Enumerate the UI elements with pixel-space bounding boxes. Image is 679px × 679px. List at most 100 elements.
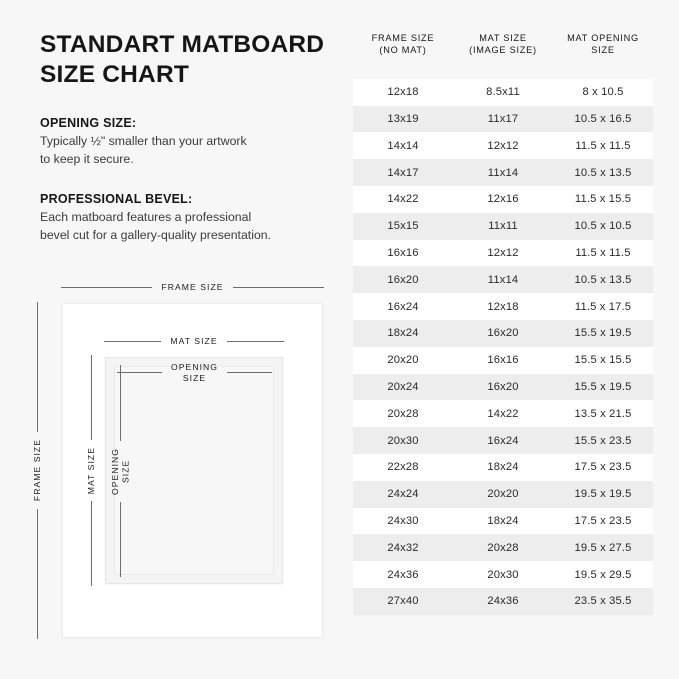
cell-mat-size: 14x22 bbox=[487, 407, 519, 420]
cell-frame-size: 16x24 bbox=[387, 300, 419, 313]
table-row: 15x15 11x11 10.5 x 10.5 bbox=[353, 212, 653, 240]
matboard-diagram: FRAME SIZE MAT SIZE OPENING SIZE FRAME S… bbox=[22, 282, 340, 650]
page-title: STANDART MATBOARD SIZE CHART bbox=[40, 31, 325, 88]
cell-mat-size: 16x16 bbox=[487, 354, 519, 367]
measure-rule-left bbox=[61, 286, 153, 288]
cell-mat-opening-size: 10.5 x 16.5 bbox=[574, 113, 632, 126]
cell-mat-size: 16x20 bbox=[487, 327, 519, 340]
cell-frame-size: 27x40 bbox=[387, 595, 419, 608]
cell-frame-size: 16x20 bbox=[387, 273, 419, 286]
cell-mat-opening-size: 15.5 x 15.5 bbox=[574, 354, 632, 367]
cell-frame-size: 18x24 bbox=[387, 327, 419, 340]
cell-mat-size: 11x14 bbox=[487, 273, 519, 286]
cell-mat-size: 11x17 bbox=[487, 113, 519, 126]
table-row: 20x24 16x20 15.5 x 19.5 bbox=[353, 373, 653, 401]
cell-frame-size: 20x20 bbox=[387, 354, 419, 367]
cell-mat-opening-size: 11.5 x 17.5 bbox=[574, 300, 632, 313]
cell-mat-opening-size: 10.5 x 13.5 bbox=[574, 166, 632, 179]
cell-mat-opening-size: 15.5 x 19.5 bbox=[574, 381, 632, 393]
table-row: 24x24 20x20 19.5 x 19.5 bbox=[353, 480, 653, 508]
frame-size-label: FRAME SIZE bbox=[161, 282, 224, 292]
cell-mat-opening-size: 8 x 10.5 bbox=[582, 86, 624, 99]
opening-size-horizontal-measure: OPENING SIZE bbox=[117, 362, 273, 383]
cell-mat-opening-size: 15.5 x 23.5 bbox=[574, 434, 632, 447]
measure-rule-bottom bbox=[120, 501, 122, 578]
cell-mat-opening-size: 17.5 x 23.5 bbox=[574, 514, 632, 527]
cell-frame-size: 20x24 bbox=[387, 381, 419, 393]
mat-size-horizontal-measure: MAT SIZE bbox=[104, 336, 284, 347]
table-row: 13x19 11x17 10.5 x 16.5 bbox=[353, 105, 653, 133]
cell-mat-size: 11x14 bbox=[487, 166, 519, 179]
measure-rule-left bbox=[104, 340, 162, 342]
table-row: 27x40 24x36 23.5 x 35.5 bbox=[353, 587, 653, 615]
opening-size-label: OPENING SIZE bbox=[171, 362, 218, 383]
frame-size-horizontal-measure: FRAME SIZE bbox=[61, 282, 325, 293]
opening-size-vertical-measure: OPENING SIZE bbox=[110, 365, 131, 578]
table-row: 16x16 12x12 11.5 x 11.5 bbox=[353, 239, 653, 267]
cell-mat-size: 12x16 bbox=[487, 193, 519, 206]
cell-mat-size: 12x12 bbox=[487, 139, 519, 152]
table-row: 20x30 16x24 15.5 x 23.5 bbox=[353, 427, 653, 454]
cell-mat-opening-size: 23.5 x 35.5 bbox=[574, 595, 632, 608]
cell-mat-size: 8.5x11 bbox=[486, 86, 520, 99]
cell-mat-size: 20x20 bbox=[487, 488, 519, 501]
info-block-opening-size: OPENING SIZE: Typically ½" smaller than … bbox=[40, 116, 340, 169]
cell-mat-size: 18x24 bbox=[487, 461, 519, 474]
measure-rule-top bbox=[36, 302, 38, 433]
cell-frame-size: 24x32 bbox=[387, 541, 419, 554]
cell-mat-opening-size: 19.5 x 19.5 bbox=[574, 488, 632, 501]
column-header-frame-size: FRAME SIZE (NO MAT) bbox=[371, 33, 435, 56]
size-table: FRAME SIZE (NO MAT) MAT SIZE (IMAGE SIZE… bbox=[353, 32, 653, 615]
cell-mat-opening-size: 15.5 x 19.5 bbox=[574, 327, 632, 340]
info-heading-professional-bevel: PROFESSIONAL BEVEL: bbox=[40, 192, 193, 207]
table-row: 14x14 12x12 11.5 x 11.5 bbox=[353, 132, 653, 160]
cell-mat-size: 16x24 bbox=[487, 434, 519, 447]
cell-frame-size: 24x24 bbox=[387, 488, 419, 501]
info-body-opening-size: Typically ½" smaller than your artwork t… bbox=[40, 133, 247, 166]
measure-rule-right bbox=[232, 286, 325, 288]
table-row: 14x17 11x14 10.5 x 13.5 bbox=[353, 159, 653, 187]
measure-rule-bottom bbox=[90, 501, 92, 586]
measure-rule-top bbox=[120, 365, 122, 441]
frame-size-vertical-label: FRAME SIZE bbox=[32, 439, 42, 502]
table-header-row: FRAME SIZE (NO MAT) MAT SIZE (IMAGE SIZE… bbox=[353, 32, 653, 79]
cell-mat-opening-size: 19.5 x 29.5 bbox=[574, 568, 632, 581]
column-header-mat-size: MAT SIZE (IMAGE SIZE) bbox=[469, 33, 537, 56]
left-column: STANDART MATBOARD SIZE CHART OPENING SIZ… bbox=[40, 30, 340, 245]
cell-mat-opening-size: 17.5 x 23.5 bbox=[574, 461, 632, 474]
cell-mat-size: 12x12 bbox=[487, 247, 519, 260]
cell-mat-opening-size: 10.5 x 13.5 bbox=[574, 273, 632, 286]
info-body-professional-bevel: Each matboard features a professional be… bbox=[40, 210, 272, 243]
table-row: 16x20 11x14 10.5 x 13.5 bbox=[353, 266, 653, 294]
cell-frame-size: 14x17 bbox=[387, 166, 419, 179]
frame-size-vertical-measure: FRAME SIZE bbox=[32, 302, 43, 640]
table-row: 14x22 12x16 11.5 x 15.5 bbox=[353, 186, 653, 213]
column-header-mat-opening-size: MAT OPENING SIZE bbox=[567, 33, 639, 56]
cell-frame-size: 13x19 bbox=[387, 113, 419, 126]
cell-frame-size: 20x28 bbox=[387, 407, 419, 420]
opening-rectangle bbox=[114, 366, 274, 575]
cell-mat-size: 16x20 bbox=[487, 381, 519, 393]
cell-frame-size: 15x15 bbox=[387, 220, 419, 233]
info-block-professional-bevel: PROFESSIONAL BEVEL: Each matboard featur… bbox=[40, 192, 340, 245]
mat-size-label: MAT SIZE bbox=[170, 336, 218, 346]
measure-rule-right bbox=[226, 340, 284, 342]
cell-frame-size: 14x14 bbox=[387, 139, 419, 152]
cell-frame-size: 12x18 bbox=[387, 86, 419, 99]
cell-mat-size: 11x11 bbox=[488, 220, 518, 233]
cell-mat-opening-size: 11.5 x 15.5 bbox=[574, 193, 632, 206]
table-row: 12x18 8.5x11 8 x 10.5 bbox=[353, 78, 653, 106]
table-row: 24x36 20x30 19.5 x 29.5 bbox=[353, 561, 653, 588]
cell-mat-opening-size: 10.5 x 10.5 bbox=[574, 220, 632, 233]
table-row: 20x20 16x16 15.5 x 15.5 bbox=[353, 346, 653, 374]
info-heading-opening-size: OPENING SIZE: bbox=[40, 115, 137, 130]
cell-frame-size: 24x30 bbox=[387, 514, 419, 527]
table-row: 24x30 18x24 17.5 x 23.5 bbox=[353, 507, 653, 535]
measure-rule-top bbox=[90, 355, 92, 440]
cell-frame-size: 22x28 bbox=[387, 461, 419, 474]
table-row: 22x28 18x24 17.5 x 23.5 bbox=[353, 454, 653, 481]
cell-mat-opening-size: 13.5 x 21.5 bbox=[574, 407, 632, 420]
measure-rule-right bbox=[227, 372, 273, 374]
mat-size-vertical-label: MAT SIZE bbox=[86, 446, 96, 495]
cell-mat-opening-size: 11.5 x 11.5 bbox=[575, 247, 631, 260]
